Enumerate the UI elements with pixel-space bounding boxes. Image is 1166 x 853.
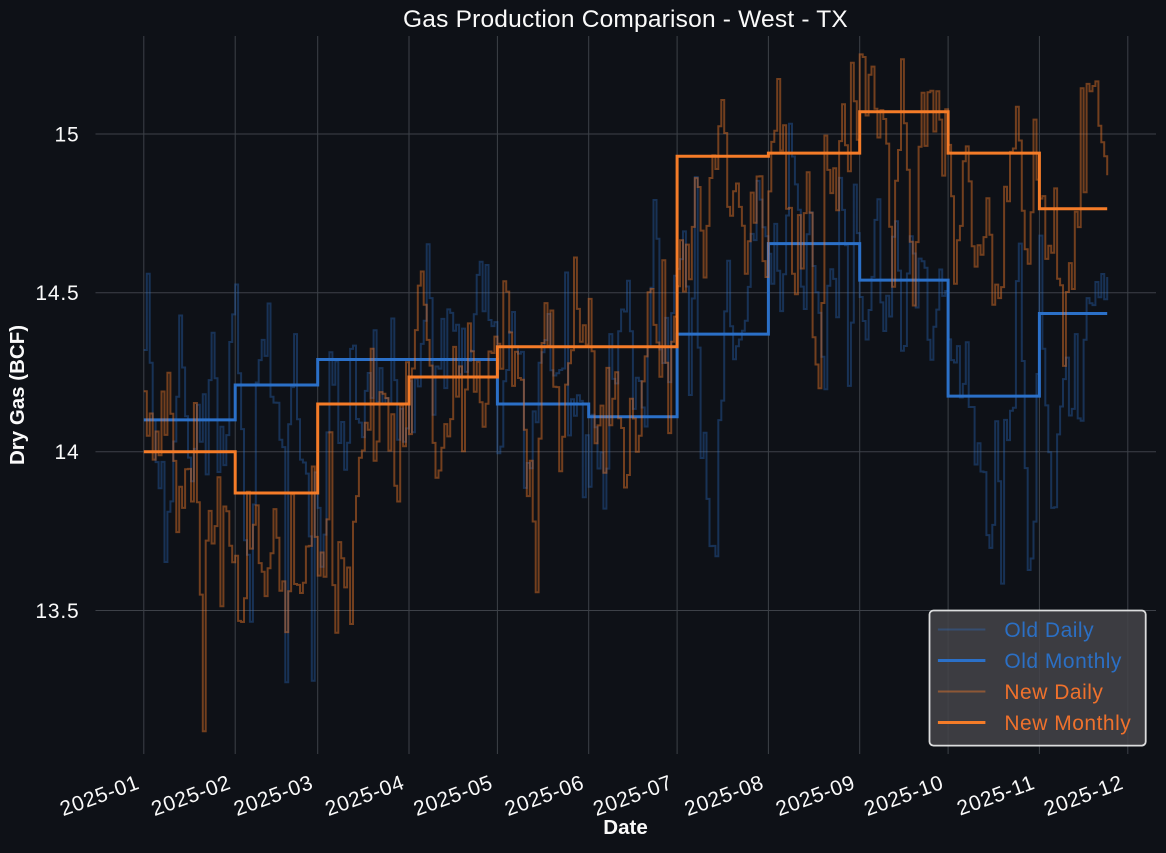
- svg-text:15: 15: [55, 123, 80, 146]
- svg-text:Date: Date: [603, 816, 647, 839]
- svg-text:New Daily: New Daily: [1004, 681, 1103, 704]
- svg-text:Old Monthly: Old Monthly: [1004, 650, 1122, 673]
- svg-text:13.5: 13.5: [35, 600, 79, 623]
- svg-text:Dry Gas (BCF): Dry Gas (BCF): [6, 325, 29, 465]
- svg-text:Gas Production Comparison - We: Gas Production Comparison - West - TX: [403, 6, 848, 33]
- svg-text:Old Daily: Old Daily: [1004, 619, 1094, 642]
- svg-text:14.5: 14.5: [35, 282, 79, 305]
- svg-text:14: 14: [55, 441, 80, 464]
- svg-text:New Monthly: New Monthly: [1004, 712, 1131, 735]
